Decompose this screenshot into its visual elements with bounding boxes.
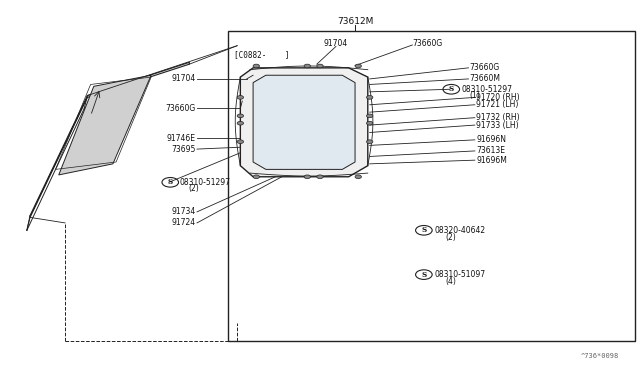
Text: S: S (421, 226, 426, 234)
Text: 91704: 91704 (172, 74, 196, 83)
Text: 91746E: 91746E (167, 134, 196, 142)
Text: S: S (168, 178, 173, 186)
Text: 91732 (RH): 91732 (RH) (476, 113, 520, 122)
Text: 73660M: 73660M (470, 74, 500, 83)
Polygon shape (30, 62, 189, 217)
Text: 91696M: 91696M (476, 155, 507, 165)
Text: 73660G: 73660G (412, 39, 443, 48)
FancyBboxPatch shape (228, 31, 636, 341)
Circle shape (367, 140, 373, 144)
Text: (2): (2) (445, 233, 456, 242)
Text: 73612M: 73612M (337, 17, 373, 26)
Text: 08320-40642: 08320-40642 (434, 226, 485, 235)
Text: 91733 (LH): 91733 (LH) (476, 121, 519, 129)
Polygon shape (241, 68, 368, 177)
Circle shape (367, 96, 373, 99)
Text: 73660G: 73660G (470, 63, 500, 72)
Text: 73660G: 73660G (166, 104, 196, 113)
Text: 08310-51297: 08310-51297 (461, 85, 513, 94)
Circle shape (253, 64, 259, 68)
Circle shape (304, 64, 310, 68)
Text: 08310-51297: 08310-51297 (180, 178, 231, 187)
Text: 91704: 91704 (324, 39, 348, 48)
Text: S: S (421, 270, 426, 279)
Circle shape (367, 121, 373, 125)
Circle shape (317, 175, 323, 179)
Circle shape (367, 114, 373, 118)
Text: [C0882-    ]: [C0882- ] (234, 51, 289, 60)
Text: (4): (4) (445, 278, 456, 286)
Circle shape (253, 175, 259, 179)
Text: 08310-51097: 08310-51097 (434, 270, 485, 279)
Text: (2): (2) (188, 184, 199, 193)
Text: 91721 (LH): 91721 (LH) (476, 100, 518, 109)
Circle shape (304, 175, 310, 179)
Circle shape (237, 96, 244, 99)
Text: 91720 (RH): 91720 (RH) (476, 93, 520, 102)
Circle shape (355, 175, 362, 179)
Polygon shape (253, 75, 355, 169)
Text: 91734: 91734 (172, 207, 196, 217)
Text: (1): (1) (470, 91, 481, 100)
Text: 91696N: 91696N (476, 135, 506, 144)
Circle shape (355, 64, 362, 68)
Circle shape (237, 121, 244, 125)
Text: 73695: 73695 (172, 145, 196, 154)
Text: 73613E: 73613E (476, 147, 505, 155)
Circle shape (237, 114, 244, 118)
Text: S: S (449, 85, 454, 93)
Circle shape (317, 64, 323, 68)
Text: 91724: 91724 (172, 218, 196, 227)
Text: ^736*0098: ^736*0098 (581, 353, 620, 359)
Polygon shape (59, 75, 151, 175)
Circle shape (237, 140, 244, 144)
